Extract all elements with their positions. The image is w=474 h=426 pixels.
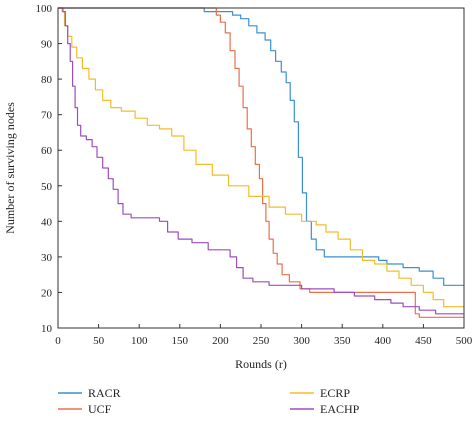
ticks-layer: 0 50 100 150 200 250 300 350 400 450 500 10 20 30 40 50… (36, 3, 473, 347)
x-tick-label: 250 (253, 335, 270, 347)
y-tick-label: 100 (36, 3, 53, 15)
y-axis-title: Number of surviving nodes (3, 102, 17, 234)
x-tick-label: 450 (415, 335, 432, 347)
x-tick-label: 500 (456, 335, 473, 347)
y-tick-label: 20 (41, 287, 53, 299)
y-tick-label: 80 (41, 74, 53, 86)
series-line-ecrp (58, 7, 464, 308)
y-tick-label: 10 (41, 323, 53, 335)
x-tick-label: 300 (293, 335, 310, 347)
x-tick-label: 100 (131, 335, 148, 347)
y-tick-label: 30 (41, 252, 53, 264)
y-tick-label: 60 (41, 145, 53, 157)
plot-frame (57, 7, 465, 329)
x-tick-label: 150 (172, 335, 189, 347)
series-line-eachp (58, 7, 464, 315)
y-tick-label: 90 (41, 39, 53, 51)
y-tick-label: 50 (41, 181, 53, 193)
series-line-ucf (58, 7, 464, 318)
y-tick-label: 40 (41, 216, 53, 228)
legend-label-ecrp: ECRP (320, 386, 350, 400)
legend: RACR UCF ECRP EACHP (58, 386, 360, 416)
x-tick-label: 50 (93, 335, 105, 347)
x-tick-label: 400 (375, 335, 392, 347)
legend-label-eachp: EACHP (320, 402, 360, 416)
y-tick-label: 70 (41, 110, 53, 122)
series-layer (58, 7, 464, 318)
x-axis-title: Rounds (r) (235, 357, 287, 371)
x-tick-label: 200 (212, 335, 229, 347)
legend-label-racr: RACR (88, 386, 121, 400)
legend-label-ucf: UCF (88, 402, 112, 416)
x-tick-label: 0 (55, 335, 61, 347)
x-tick-label: 350 (334, 335, 351, 347)
series-line-racr (58, 7, 464, 286)
